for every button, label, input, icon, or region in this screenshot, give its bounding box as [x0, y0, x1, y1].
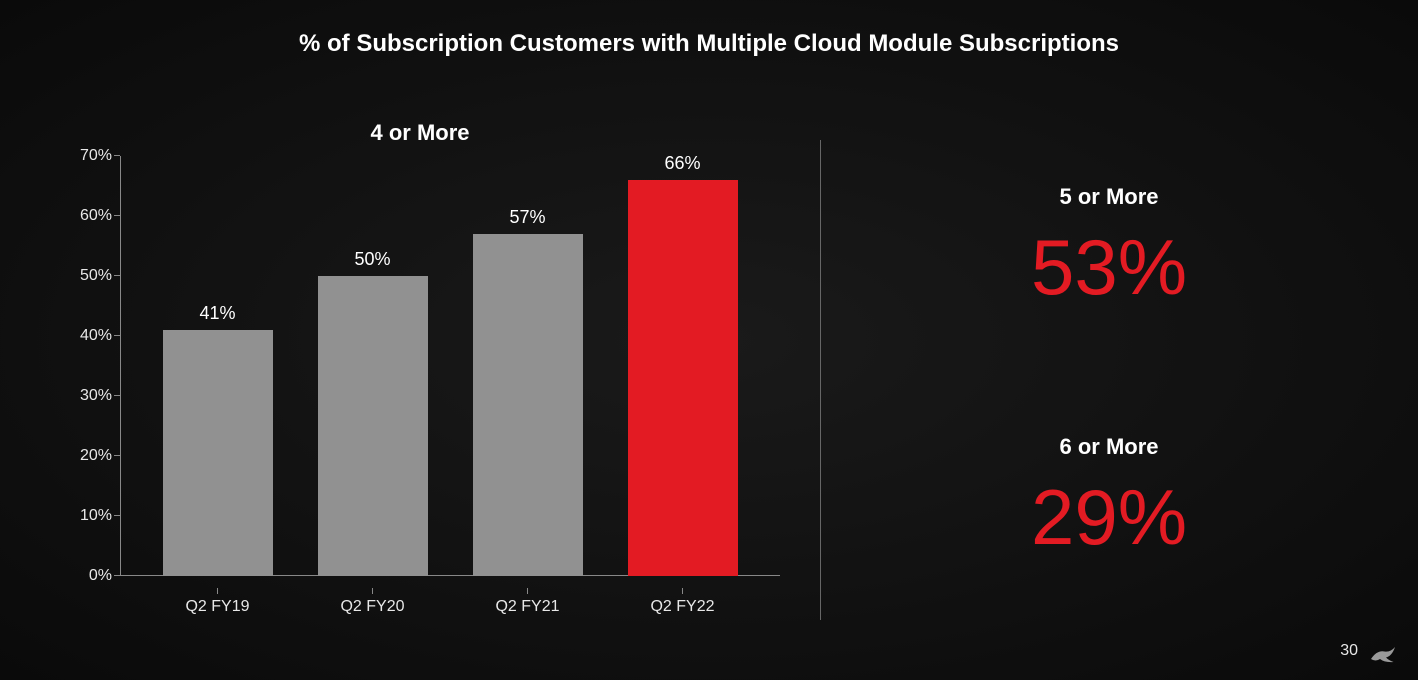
x-tick-mark [372, 588, 373, 594]
falcon-logo-icon [1368, 638, 1398, 668]
y-tick-label: 70% [80, 147, 112, 165]
x-tick-label: Q2 FY21 [473, 576, 583, 616]
y-tick-label: 30% [80, 387, 112, 405]
stat-5-or-more: 5 or More 53% [1031, 184, 1187, 306]
bar-column: 66% [628, 153, 738, 576]
bar-value-label: 66% [664, 153, 700, 174]
y-tick-label: 10% [80, 507, 112, 525]
plot-area: 0%10%20%30%40%50%60%70% 41%50%57%66% Q2 … [60, 156, 780, 616]
slide-title: % of Subscription Customers with Multipl… [0, 30, 1418, 58]
x-tick-mark [682, 588, 683, 594]
x-tick-mark [527, 588, 528, 594]
y-tick-label: 40% [80, 327, 112, 345]
stat-label: 6 or More [1031, 434, 1187, 460]
bar [163, 330, 273, 576]
stat-value: 29% [1031, 478, 1187, 556]
bar-value-label: 50% [354, 249, 390, 270]
y-axis: 0%10%20%30%40%50%60%70% [60, 156, 120, 576]
x-axis: Q2 FY19 Q2 FY20 Q2 FY21 Q2 FY22 [120, 576, 780, 616]
x-tick-label: Q2 FY19 [163, 576, 273, 616]
bar-column: 50% [318, 249, 428, 576]
bar [628, 180, 738, 576]
bar [473, 234, 583, 576]
bar-column: 41% [163, 303, 273, 576]
x-tick-mark [217, 588, 218, 594]
y-tick-label: 50% [80, 267, 112, 285]
vertical-divider [820, 140, 821, 620]
bar-value-label: 57% [509, 207, 545, 228]
x-tick-label: Q2 FY20 [318, 576, 428, 616]
x-tick-label: Q2 FY22 [628, 576, 738, 616]
y-tick-label: 0% [89, 567, 112, 585]
stat-label: 5 or More [1031, 184, 1187, 210]
bar-column: 57% [473, 207, 583, 576]
bars-container: 41% 50% 57% 66% [120, 156, 780, 576]
y-tick-label: 60% [80, 207, 112, 225]
bar [318, 276, 428, 576]
y-tick-label: 20% [80, 447, 112, 465]
stat-6-or-more: 6 or More 29% [1031, 434, 1187, 556]
stats-panel: 5 or More 53% 6 or More 29% [860, 120, 1358, 620]
bar-chart: 4 or More 0% 10% 20% 30% 40% 50% 60% 70% 41% 50%… [60, 120, 780, 660]
chart-title: 4 or More [60, 120, 780, 146]
stat-value: 53% [1031, 228, 1187, 306]
page-number: 30 [1340, 642, 1358, 660]
bar-value-label: 41% [199, 303, 235, 324]
